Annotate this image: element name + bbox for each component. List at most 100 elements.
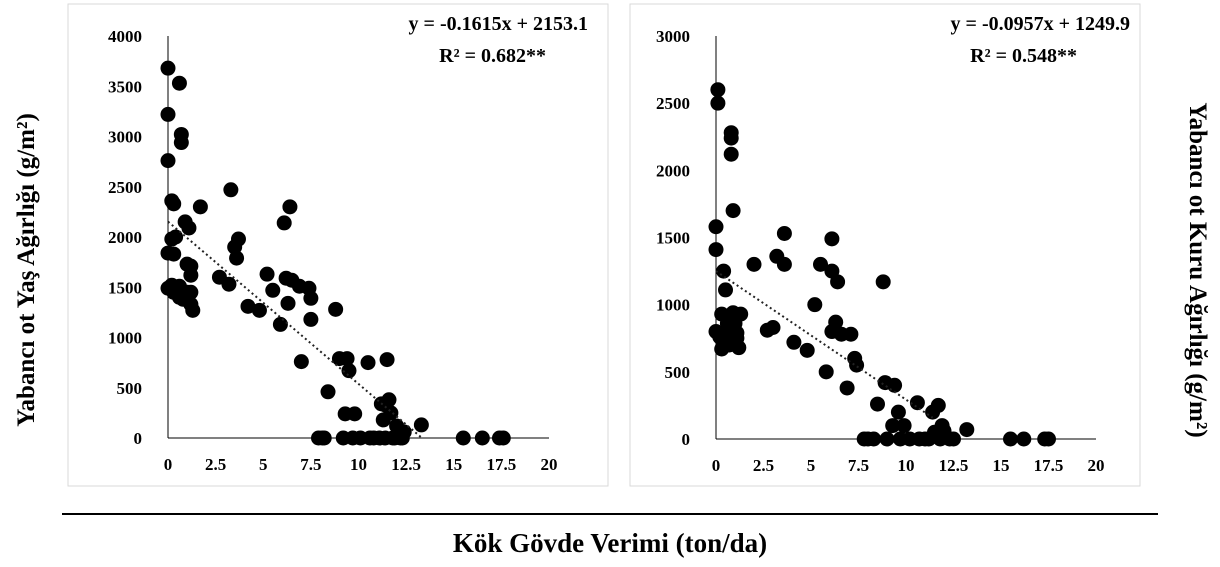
right-y-tick-label: 500 <box>665 363 691 382</box>
right-data-point <box>1003 431 1018 447</box>
right-x-tick-label: 15 <box>993 456 1010 475</box>
right-data-point <box>946 431 961 447</box>
left-x-tick-label: 15 <box>445 455 462 474</box>
left-data-point <box>183 284 199 300</box>
right-trendline <box>715 270 934 419</box>
left-data-point <box>192 199 208 215</box>
right-data-point <box>733 306 749 322</box>
right-data-point <box>830 274 846 290</box>
left-data-point <box>360 355 376 371</box>
left-data-point <box>160 106 176 122</box>
left-y-tick-label: 4000 <box>108 27 142 46</box>
left-data-point <box>341 363 357 379</box>
left-x-tick-label: 20 <box>541 455 558 474</box>
left-data-point <box>316 430 332 446</box>
right-data-point <box>731 340 747 356</box>
right-data-point <box>896 418 912 434</box>
left-data-point <box>276 215 292 231</box>
left-y-tick-label: 2500 <box>108 178 142 197</box>
right-x-tick-label: 17.5 <box>1034 456 1064 475</box>
right-data-point <box>1041 431 1056 447</box>
right-data-point <box>708 242 724 258</box>
left-data-point <box>171 75 187 91</box>
left-x-tick-label: 2.5 <box>205 455 226 474</box>
right-x-tick-label: 10 <box>898 456 915 475</box>
right-data-point <box>708 219 724 235</box>
left-y-tick-label: 2000 <box>108 228 142 247</box>
right-data-point <box>725 203 741 219</box>
right-r-squared: R² = 0.548** <box>970 45 1077 67</box>
right-data-point <box>710 82 726 98</box>
left-data-point <box>223 182 239 198</box>
right-data-point <box>879 431 895 447</box>
left-data-point <box>240 298 256 314</box>
right-y-tick-label: 1500 <box>656 229 690 248</box>
left-chart-frame <box>67 3 609 487</box>
left-data-point <box>328 301 344 317</box>
left-data-point <box>166 196 182 212</box>
left-y-tick-label: 3500 <box>108 77 142 96</box>
left-data-point <box>221 276 237 292</box>
right-data-point <box>718 282 733 298</box>
right-data-point <box>890 404 906 420</box>
right-x-tick-label: 0 <box>712 456 721 475</box>
left-x-tick-label: 0 <box>164 455 173 474</box>
left-r-squared: R² = 0.682** <box>439 45 546 67</box>
right-data-point <box>807 297 823 313</box>
left-data-point <box>293 354 309 370</box>
left-data-point <box>280 295 296 311</box>
left-y-axis-label: Yabancı ot Yaş Ağırlığı (g/m²) <box>13 113 40 427</box>
right-x-tick-label: 5 <box>807 456 816 475</box>
left-data-point <box>495 430 511 446</box>
left-data-point <box>379 352 395 368</box>
left-x-tick-label: 7.5 <box>300 455 321 474</box>
left-x-tick-label: 12.5 <box>391 455 421 474</box>
left-y-tick-label: 1500 <box>108 278 142 297</box>
left-x-tick-label: 5 <box>259 455 268 474</box>
right-data-point <box>824 231 840 247</box>
left-trendline <box>167 220 423 439</box>
left-data-point <box>251 302 267 318</box>
right-chart-frame <box>629 3 1141 487</box>
right-y-tick-label: 3000 <box>656 27 690 46</box>
right-data-point <box>813 256 828 272</box>
right-data-point <box>849 357 865 373</box>
left-data-point <box>320 384 336 400</box>
right-x-tick-label: 7.5 <box>848 456 869 475</box>
right-x-tick-label: 20 <box>1088 456 1105 475</box>
right-data-point <box>1016 431 1032 447</box>
left-data-point <box>303 290 319 306</box>
left-data-point <box>303 311 319 327</box>
right-data-point <box>818 364 834 380</box>
left-y-tick-label: 0 <box>134 429 143 448</box>
right-data-point <box>786 334 802 350</box>
right-y-tick-label: 2500 <box>656 94 690 113</box>
left-x-tick-label: 10 <box>350 455 367 474</box>
left-data-point <box>168 229 184 245</box>
left-data-point <box>173 135 189 151</box>
right-equation: y = -0.0957x + 1249.9 <box>951 13 1130 35</box>
right-data-point <box>870 396 885 412</box>
left-data-point <box>272 316 288 332</box>
right-data-point <box>959 422 975 438</box>
right-y-tick-label: 1000 <box>656 296 690 315</box>
left-x-tick-label: 17.5 <box>487 455 517 474</box>
left-data-point <box>185 302 201 318</box>
left-scatter-chart: y = -0.1615x + 2153.1 R² = 0.682** 0 500 1… <box>108 13 588 474</box>
right-data-point <box>765 320 781 336</box>
right-data-point <box>723 130 739 146</box>
right-scatter-chart: y = -0.0957x + 1249.9 R² = 0.548** 0 500 1… <box>656 13 1130 475</box>
right-data-point <box>716 263 732 279</box>
left-data-point <box>347 406 363 422</box>
right-data-point <box>930 397 946 413</box>
right-data-point <box>828 314 844 330</box>
left-y-tick-label: 1000 <box>108 329 142 348</box>
left-y-tick-label: 3000 <box>108 128 142 147</box>
left-y-tick-label: 500 <box>117 379 143 398</box>
left-data-point <box>413 417 429 433</box>
right-data-point <box>839 380 855 396</box>
left-data-point <box>229 250 245 266</box>
right-y-tick-label: 0 <box>682 430 691 449</box>
right-x-tick-label: 12.5 <box>939 456 969 475</box>
right-data-point <box>723 146 739 162</box>
